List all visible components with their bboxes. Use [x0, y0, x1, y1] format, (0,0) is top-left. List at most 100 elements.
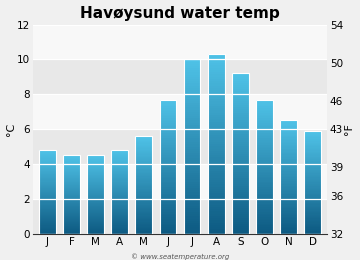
Bar — [63, 173, 80, 174]
Bar — [256, 141, 273, 143]
Bar — [208, 106, 225, 108]
Bar — [184, 112, 201, 114]
Bar — [280, 220, 297, 221]
Bar — [304, 197, 321, 198]
Bar — [208, 124, 225, 126]
Bar — [87, 205, 104, 206]
Bar — [63, 199, 80, 200]
Bar — [280, 120, 297, 234]
Bar — [304, 176, 321, 177]
Bar — [159, 100, 176, 101]
Bar — [39, 205, 56, 206]
Bar — [280, 190, 297, 191]
Bar — [208, 101, 225, 103]
Bar — [304, 186, 321, 187]
Bar — [111, 203, 128, 204]
Bar — [87, 155, 104, 234]
Bar — [159, 163, 176, 165]
Bar — [280, 228, 297, 230]
Bar — [304, 218, 321, 220]
Bar — [304, 164, 321, 166]
Bar — [280, 207, 297, 208]
Bar — [184, 162, 201, 164]
Bar — [208, 225, 225, 227]
Bar — [87, 210, 104, 211]
Bar — [111, 229, 128, 230]
Bar — [159, 111, 176, 113]
Bar — [39, 230, 56, 231]
Bar — [280, 161, 297, 163]
Bar — [256, 136, 273, 138]
Bar — [256, 168, 273, 170]
Bar — [135, 157, 152, 158]
Bar — [280, 135, 297, 136]
Bar — [184, 166, 201, 168]
Bar — [184, 107, 201, 109]
Bar — [280, 200, 297, 201]
Bar — [256, 200, 273, 202]
Bar — [135, 136, 152, 137]
Bar — [280, 221, 297, 223]
Bar — [39, 218, 56, 219]
Bar — [159, 101, 176, 103]
Bar — [280, 159, 297, 160]
Bar — [135, 219, 152, 220]
Bar — [304, 139, 321, 140]
Bar — [63, 213, 80, 214]
Bar — [159, 131, 176, 133]
Bar — [63, 183, 80, 184]
Bar — [208, 140, 225, 142]
Bar — [33, 59, 327, 94]
Bar — [256, 222, 273, 224]
Bar — [280, 146, 297, 147]
Bar — [111, 228, 128, 229]
Bar — [159, 138, 176, 140]
Bar — [87, 207, 104, 208]
Bar — [256, 205, 273, 207]
Bar — [256, 212, 273, 214]
Bar — [184, 171, 201, 173]
Bar — [87, 172, 104, 173]
Bar — [135, 156, 152, 157]
Bar — [304, 233, 321, 234]
Bar — [256, 111, 273, 113]
Bar — [280, 184, 297, 186]
Bar — [208, 54, 225, 234]
Bar — [87, 204, 104, 205]
Bar — [63, 167, 80, 168]
Bar — [304, 224, 321, 225]
Bar — [304, 166, 321, 167]
Bar — [111, 195, 128, 196]
Bar — [111, 214, 128, 215]
Bar — [135, 172, 152, 173]
Bar — [87, 186, 104, 187]
Bar — [39, 229, 56, 230]
Bar — [232, 188, 249, 190]
Bar — [63, 210, 80, 211]
Bar — [232, 150, 249, 152]
Bar — [184, 184, 201, 186]
Bar — [280, 232, 297, 234]
Bar — [159, 110, 176, 111]
Bar — [87, 223, 104, 224]
Bar — [159, 152, 176, 153]
Bar — [159, 116, 176, 118]
Bar — [256, 184, 273, 185]
Bar — [208, 74, 225, 77]
Bar — [159, 145, 176, 147]
Bar — [232, 226, 249, 228]
Bar — [135, 173, 152, 174]
Bar — [184, 99, 201, 101]
Bar — [232, 204, 249, 206]
Bar — [256, 152, 273, 153]
Bar — [304, 208, 321, 209]
Bar — [63, 186, 80, 187]
Bar — [159, 209, 176, 210]
Bar — [135, 233, 152, 234]
Bar — [87, 161, 104, 162]
Bar — [111, 170, 128, 171]
Bar — [39, 197, 56, 198]
Bar — [39, 161, 56, 162]
Bar — [63, 174, 80, 175]
Bar — [184, 94, 201, 96]
